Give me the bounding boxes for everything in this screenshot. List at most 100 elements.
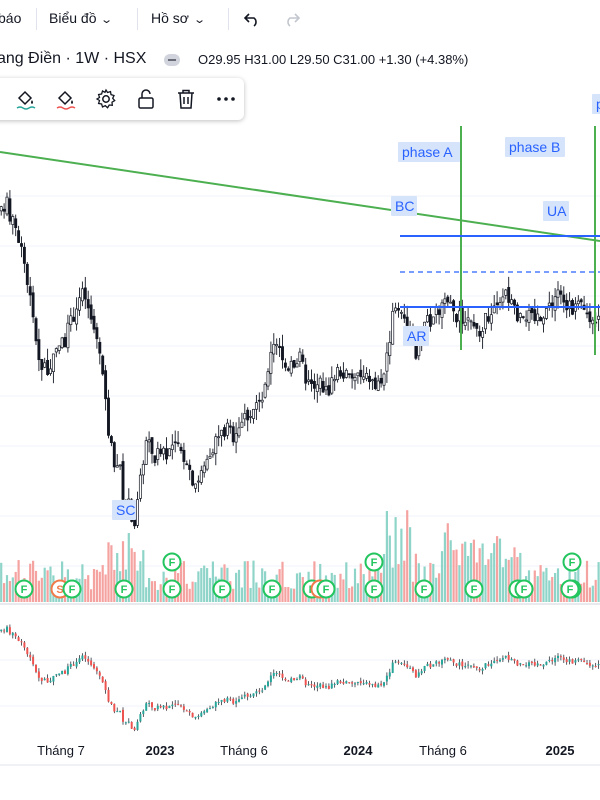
collapse-toggle-icon[interactable]: [164, 54, 180, 66]
annotation-label-6[interactable]: p: [592, 94, 600, 114]
volume-bar: [95, 569, 98, 602]
partial-menu-label[interactable]: báo: [0, 10, 22, 26]
candle-body: [257, 399, 261, 402]
lower-candle-body: [142, 710, 145, 715]
chevron-down-icon: ⌄: [100, 14, 114, 26]
lower-candle-body: [122, 709, 124, 722]
candle-body: [138, 474, 142, 499]
signal-badge-5[interactable]: F: [162, 552, 182, 572]
paint-bucket-icon[interactable]: [14, 87, 38, 111]
more-options-icon[interactable]: [214, 87, 238, 111]
lower-candle-body: [313, 684, 316, 687]
lower-candle-body: [559, 656, 562, 658]
signal-badge-12[interactable]: F: [364, 552, 384, 572]
symbol-name[interactable]: ang Điền · 1W · HSX: [0, 50, 147, 67]
volume-bar: [49, 566, 52, 602]
candle-body: [373, 377, 377, 389]
volume-bar: [542, 571, 545, 602]
signal-badge-13[interactable]: F: [414, 579, 434, 599]
lower-candle-body: [516, 660, 519, 666]
signal-badge-2[interactable]: F: [62, 579, 82, 599]
volume-bar: [232, 588, 235, 602]
lower-candle-body: [153, 708, 156, 711]
candle-body: [150, 437, 154, 454]
annotation-label-1[interactable]: phase B: [505, 137, 565, 157]
candle-body: [159, 448, 163, 455]
lower-candle-body: [577, 659, 580, 661]
volume-bar: [339, 573, 342, 602]
signal-badge-3[interactable]: F: [114, 579, 134, 599]
profile-menu-button[interactable]: Hồ sơ ⌄: [151, 10, 206, 26]
lower-candle-body: [211, 707, 214, 709]
chart-menu-button[interactable]: Biểu đồ ⌄: [49, 10, 114, 26]
trendline[interactable]: [0, 151, 600, 242]
lower-candle-body: [258, 690, 261, 692]
volume-bar: [127, 533, 130, 602]
candle-body: [341, 372, 345, 379]
lower-candle-body: [301, 676, 304, 679]
lower-candle-body: [206, 709, 209, 713]
lower-candle-body: [275, 673, 278, 675]
lower-candle-body: [310, 684, 313, 686]
lower-candle-body: [64, 670, 66, 674]
candle-body: [22, 246, 26, 264]
volume-bar: [472, 539, 475, 602]
lower-candle-body: [472, 666, 475, 668]
redo-icon[interactable]: [283, 10, 301, 28]
signal-badge-11[interactable]: F: [364, 579, 384, 599]
volume-bar: [487, 559, 490, 602]
candle-body: [234, 433, 238, 443]
lower-candle-body: [548, 659, 551, 661]
lower-candle-body: [3, 630, 6, 632]
signal-badge-19[interactable]: F: [560, 579, 580, 599]
paint-bucket-alt-icon[interactable]: [54, 87, 78, 111]
candle-body: [147, 439, 151, 443]
candle-body: [513, 299, 516, 306]
lower-candle-body: [545, 661, 548, 665]
signal-badge-14[interactable]: F: [464, 579, 484, 599]
signal-text: F: [421, 584, 428, 596]
volume-bar: [362, 574, 365, 602]
lower-candle-body: [37, 671, 40, 678]
settings-gear-icon[interactable]: [94, 87, 118, 111]
volume-bar: [461, 543, 464, 602]
unlock-icon[interactable]: [134, 87, 158, 111]
signal-badge-6[interactable]: F: [212, 579, 232, 599]
signal-text: F: [569, 557, 576, 569]
candle-body: [104, 370, 108, 400]
candle-body: [107, 397, 110, 436]
lower-candle-body: [214, 702, 217, 708]
signal-badge-10[interactable]: F: [316, 579, 336, 599]
annotation-label-3[interactable]: UA: [543, 201, 569, 221]
undo-icon[interactable]: [243, 10, 261, 28]
volume-bar: [400, 528, 403, 602]
lower-candle-body: [470, 665, 472, 667]
signal-badge-18[interactable]: F: [562, 552, 582, 572]
candle-body: [547, 302, 551, 307]
annotation-label-5[interactable]: SC: [112, 500, 136, 520]
lower-candle-body: [98, 672, 101, 676]
volume-bar: [548, 580, 551, 602]
volume-bar: [406, 510, 409, 602]
signal-circle: [364, 552, 384, 572]
lower-candle-body: [191, 712, 194, 718]
candle-body: [298, 351, 302, 362]
volume-bar: [145, 587, 148, 602]
annotation-label-0[interactable]: phase A: [398, 142, 460, 162]
annotation-label-4[interactable]: AR: [403, 326, 429, 346]
volume-bar: [536, 576, 539, 602]
lower-candle-body: [17, 637, 20, 641]
annotation-label-2[interactable]: BC: [391, 196, 417, 216]
candle-body: [336, 367, 340, 380]
signal-badge-0[interactable]: F: [14, 579, 34, 599]
time-axis-label: 2024: [344, 743, 374, 758]
candle-body: [347, 373, 351, 375]
signal-badge-16[interactable]: F: [514, 579, 534, 599]
signal-badge-7[interactable]: F: [262, 579, 282, 599]
lower-candle-body: [217, 702, 220, 704]
signal-badge-4[interactable]: F: [162, 579, 182, 599]
trash-icon[interactable]: [174, 87, 198, 111]
candle-body: [225, 422, 229, 436]
candle-body: [536, 313, 540, 322]
